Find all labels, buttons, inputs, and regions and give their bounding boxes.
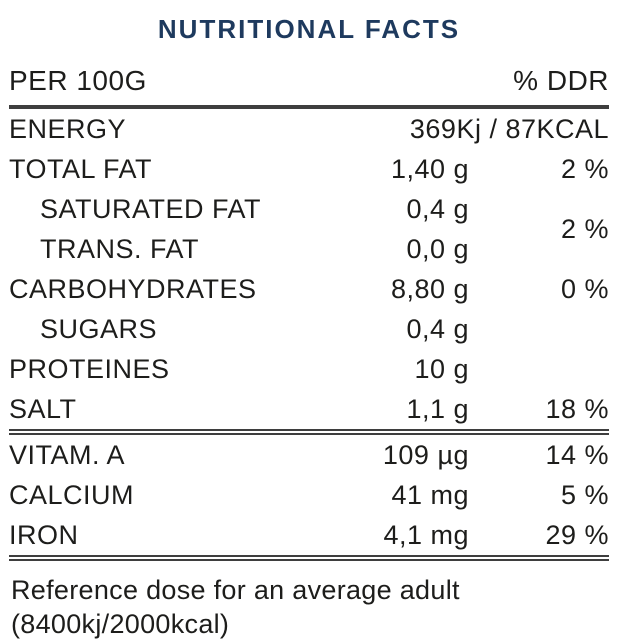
row-label: PROTEINES bbox=[9, 354, 170, 384]
row-value: 0,4 g bbox=[406, 194, 470, 224]
column-header-per-100g: PER 100G bbox=[9, 61, 470, 109]
row-value: 0,4 g bbox=[406, 314, 470, 344]
row-label: CARBOHYDRATES bbox=[9, 274, 257, 304]
page-title: NUTRITIONAL FACTS bbox=[157, 14, 461, 44]
row-ddr: 18 % bbox=[469, 389, 610, 435]
row-label: SUGARS bbox=[40, 314, 158, 344]
row-label: SALT bbox=[9, 389, 319, 435]
row-ddr bbox=[469, 349, 609, 389]
row-label: TRANS. FAT bbox=[40, 234, 200, 264]
row-ddr: 5 % bbox=[560, 480, 610, 510]
row-label: SATURATED FAT bbox=[40, 194, 262, 224]
reference-dose-footnote: Reference dose for an average adult (840… bbox=[11, 575, 460, 639]
row-value: 369Kj / 87KCAL bbox=[409, 114, 610, 144]
table-row-sugars: SUGARS 0,4 g bbox=[9, 309, 609, 349]
table-row-energy: ENERGY 369Kj / 87KCAL bbox=[9, 107, 609, 149]
table-row-total-fat: TOTAL FAT 1,40 g 2 % bbox=[9, 149, 609, 189]
row-value: 4,1 mg bbox=[319, 515, 470, 561]
row-value: 1,1 g bbox=[319, 389, 470, 435]
row-ddr: 0 % bbox=[560, 274, 610, 304]
row-ddr: 2 % bbox=[560, 154, 610, 184]
row-label: TOTAL FAT bbox=[9, 154, 153, 184]
row-label: ENERGY bbox=[9, 114, 127, 144]
table-row-calcium: CALCIUM 41 mg 5 % bbox=[9, 475, 609, 515]
table-row-salt: SALT 1,1 g 18 % bbox=[9, 389, 610, 435]
row-value: 109 µg bbox=[382, 440, 470, 470]
table-row-trans-fat: TRANS. FAT 0,0 g bbox=[9, 229, 609, 269]
table-row-saturated-fat: SATURATED FAT 0,4 g 2 % bbox=[9, 189, 609, 244]
row-value: 0,0 g bbox=[406, 234, 470, 264]
table-row-carbohydrates: CARBOHYDRATES 8,80 g 0 % bbox=[9, 269, 609, 309]
row-label: CALCIUM bbox=[9, 480, 135, 510]
table-row-iron: IRON 4,1 mg 29 % bbox=[9, 515, 610, 561]
row-ddr-shared-fat: 2 % bbox=[560, 214, 610, 244]
row-value: 10 g bbox=[414, 354, 470, 384]
row-label: VITAM. A bbox=[9, 440, 126, 470]
row-ddr bbox=[469, 309, 609, 349]
table-row-vitamin-a: VITAM. A 109 µg 14 % bbox=[9, 432, 609, 475]
row-ddr: 14 % bbox=[545, 440, 610, 470]
table-header-row: PER 100G % DDR bbox=[9, 61, 610, 109]
row-value: 41 mg bbox=[391, 480, 470, 510]
column-header-percent-ddr: % DDR bbox=[469, 61, 610, 109]
row-value: 1,40 g bbox=[390, 154, 470, 184]
row-ddr: 29 % bbox=[469, 515, 610, 561]
row-value: 8,80 g bbox=[390, 274, 470, 304]
row-label: IRON bbox=[9, 515, 319, 561]
table-row-proteines: PROTEINES 10 g bbox=[9, 349, 609, 389]
nutrition-table: PER 100G % DDR ENERGY 369Kj / 87KCAL TOT… bbox=[9, 61, 610, 561]
